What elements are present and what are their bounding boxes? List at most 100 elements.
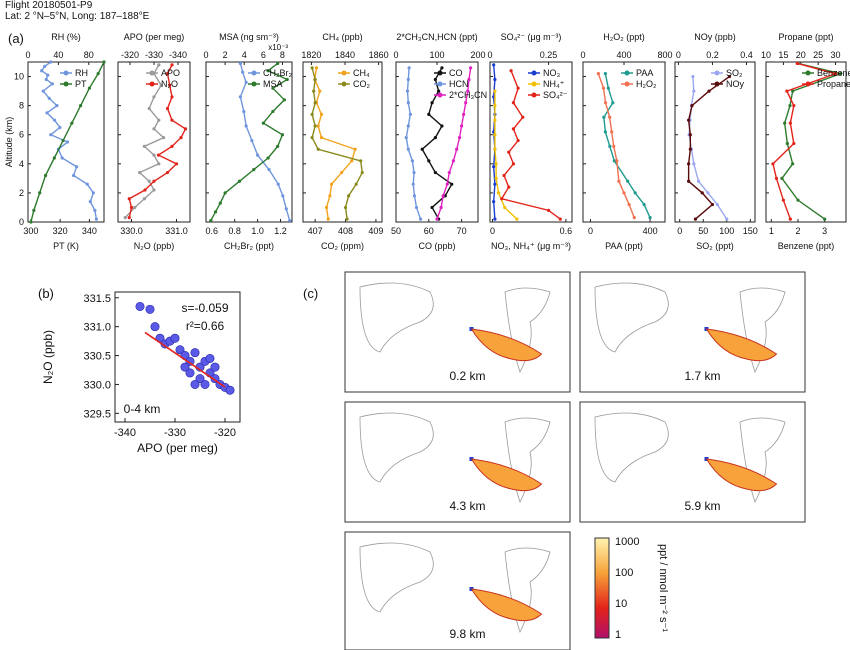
legend-marker bbox=[149, 70, 155, 76]
data-point bbox=[266, 156, 270, 160]
data-point bbox=[238, 61, 242, 66]
legend-marker bbox=[805, 70, 811, 76]
data-point bbox=[633, 191, 637, 195]
data-point bbox=[60, 156, 64, 160]
y-tick-label: 0 bbox=[19, 217, 24, 227]
data-point bbox=[688, 147, 692, 151]
legend-marker bbox=[341, 70, 347, 76]
data-point bbox=[610, 130, 614, 134]
data-point bbox=[250, 138, 254, 143]
legend-label: CH₄ bbox=[353, 68, 370, 78]
data-point bbox=[360, 170, 364, 175]
data-point bbox=[796, 198, 800, 202]
data-point bbox=[244, 124, 248, 128]
data-point bbox=[152, 127, 156, 131]
data-point bbox=[179, 136, 183, 140]
series-line-RH bbox=[40, 61, 98, 220]
profile-frame bbox=[489, 61, 573, 223]
top-axis-title: NOy (ppb) bbox=[694, 32, 736, 42]
source-plume bbox=[470, 458, 543, 492]
data-point bbox=[350, 159, 354, 163]
data-point bbox=[405, 89, 410, 93]
data-point bbox=[612, 159, 616, 163]
data-point bbox=[159, 83, 163, 87]
data-point bbox=[285, 77, 289, 82]
legend-label: H₂O₂ bbox=[636, 79, 657, 89]
data-point bbox=[780, 176, 784, 180]
data-point bbox=[437, 89, 441, 93]
bottom-tick-label: 408 bbox=[338, 226, 353, 236]
data-point bbox=[430, 205, 434, 210]
data-point bbox=[839, 72, 843, 76]
top-tick-label: 10 bbox=[761, 50, 771, 60]
data-point bbox=[792, 141, 796, 146]
data-point bbox=[284, 207, 288, 211]
colorbar-tick: 1000 bbox=[615, 536, 639, 548]
data-point bbox=[412, 194, 417, 198]
bottom-tick-label: 2 bbox=[795, 226, 800, 236]
data-point bbox=[133, 205, 137, 210]
data-point bbox=[791, 162, 795, 166]
data-point bbox=[511, 127, 516, 131]
data-point bbox=[276, 61, 280, 66]
data-point bbox=[157, 63, 161, 67]
data-point bbox=[288, 218, 292, 223]
data-point bbox=[687, 118, 691, 122]
x-axis-title: APO (per meg) bbox=[137, 441, 218, 455]
data-point bbox=[91, 191, 95, 195]
data-point bbox=[792, 104, 796, 108]
data-point bbox=[94, 217, 98, 221]
legend-marker bbox=[714, 70, 720, 76]
bottom-tick-label: 100 bbox=[719, 226, 734, 236]
continent-outline bbox=[359, 412, 434, 483]
data-point bbox=[282, 98, 286, 102]
y-axis-title: N₂O (ppb) bbox=[41, 330, 55, 384]
series-line-Propane bbox=[772, 62, 838, 220]
bottom-tick-label: 340 bbox=[82, 226, 97, 236]
data-point bbox=[170, 144, 174, 148]
data-point bbox=[85, 182, 89, 186]
legend-label: RH bbox=[75, 68, 88, 78]
data-point bbox=[38, 191, 42, 195]
bottom-axis-title: CO₂ (ppm) bbox=[321, 241, 364, 251]
data-point bbox=[707, 89, 711, 93]
bottom-tick-label: 1.0 bbox=[251, 226, 264, 236]
data-point bbox=[727, 74, 732, 79]
legend-marker bbox=[805, 81, 811, 87]
top-tick-label: 1860 bbox=[369, 50, 389, 60]
map-frame bbox=[344, 271, 571, 393]
map-frame bbox=[579, 401, 806, 523]
data-point bbox=[271, 109, 275, 114]
data-point bbox=[410, 159, 414, 163]
y-tick-label: 8 bbox=[19, 101, 24, 111]
bottom-axis-title: PAA (ppt) bbox=[605, 241, 643, 251]
data-point bbox=[692, 162, 696, 166]
data-point bbox=[688, 133, 692, 137]
data-point bbox=[316, 124, 320, 128]
data-point bbox=[469, 66, 473, 70]
bottom-tick-label: 1.2 bbox=[274, 226, 287, 236]
data-point bbox=[823, 217, 827, 221]
data-point bbox=[223, 191, 227, 195]
data-point bbox=[310, 66, 314, 70]
legend-label: 2*CH₃CN bbox=[449, 90, 487, 100]
data-point bbox=[455, 147, 459, 151]
data-point bbox=[61, 138, 65, 143]
top-tick-label: 1820 bbox=[301, 50, 321, 60]
map-altitude-label: 1.7 km bbox=[684, 369, 720, 383]
map-2: 1.7 km bbox=[579, 271, 806, 393]
profile-panel-aerosol: 0 0.25 0 0.6 SO₄²⁻ (μg m⁻³) NO₃, NH₄⁺ (μg m⁻³… bbox=[487, 32, 573, 251]
y-tick-label: 329.5 bbox=[83, 408, 111, 420]
data-point bbox=[511, 162, 516, 166]
data-point bbox=[642, 202, 646, 207]
scatter-point bbox=[180, 362, 190, 372]
colorbar-bar bbox=[594, 537, 610, 639]
data-point bbox=[129, 205, 134, 210]
data-point bbox=[725, 217, 729, 221]
data-point bbox=[313, 124, 317, 128]
bottom-tick-label: 0 bbox=[490, 226, 495, 236]
data-point bbox=[346, 194, 351, 198]
data-point bbox=[49, 133, 53, 137]
data-point bbox=[165, 72, 170, 76]
data-point bbox=[170, 118, 174, 122]
